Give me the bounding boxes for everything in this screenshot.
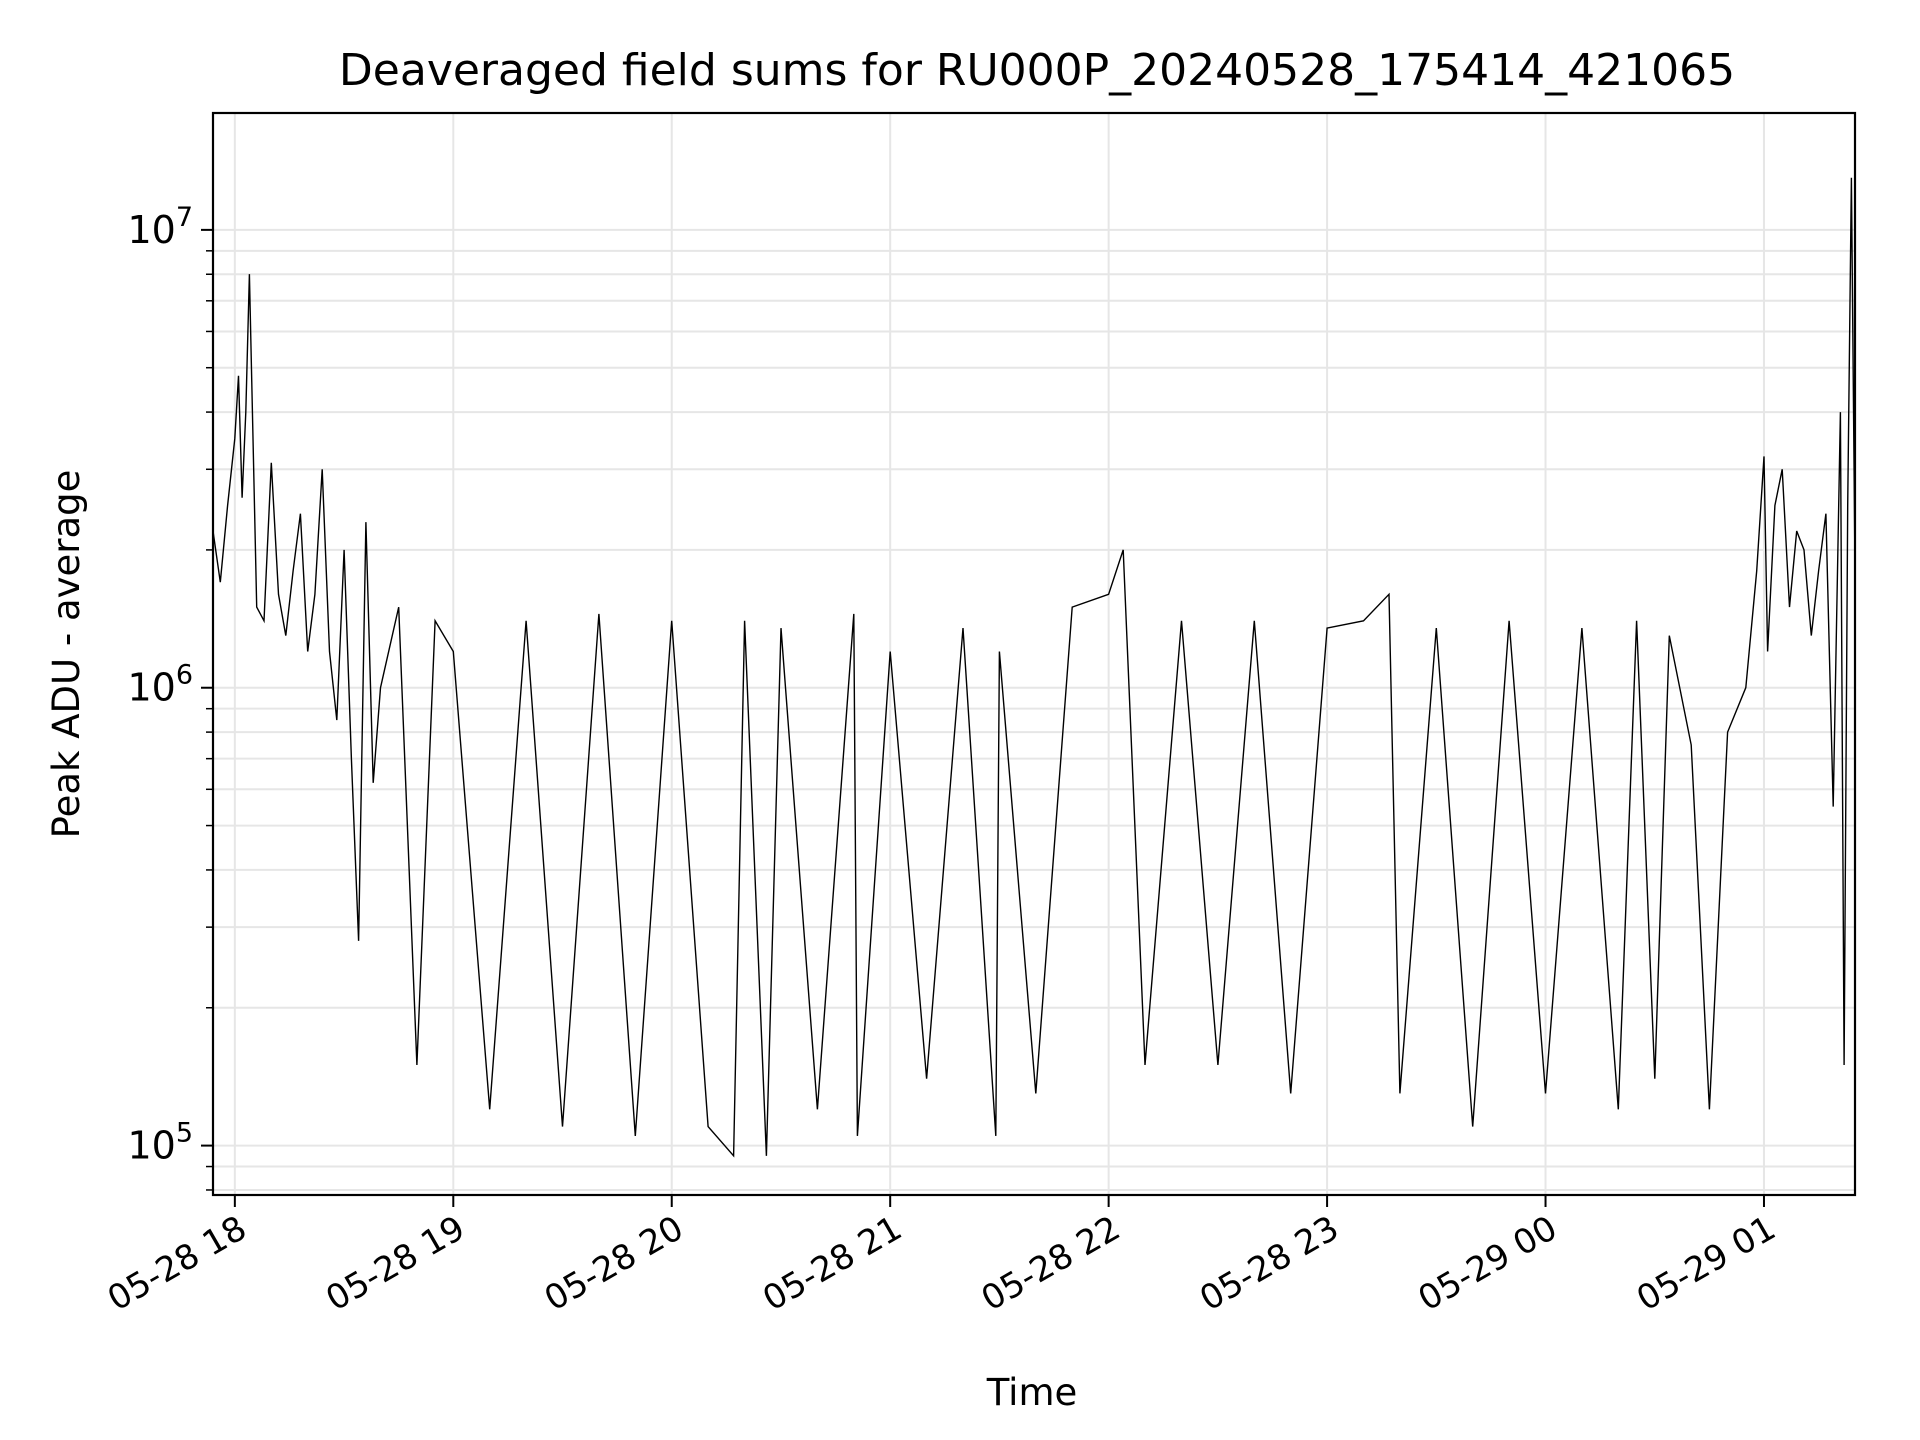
data-layer <box>212 177 1856 1158</box>
y-tick-label: 105 <box>127 1118 193 1168</box>
x-tick-label: 05-29 01 <box>1630 1208 1782 1319</box>
y-tick-base: 10 <box>127 666 175 710</box>
chart-title: Deaveraged field sums for RU000P_2024052… <box>339 45 1735 96</box>
x-tick-label: 05-28 20 <box>538 1208 690 1319</box>
y-tick-exponent: 7 <box>176 202 193 233</box>
x-axis-label: Time <box>986 1371 1078 1414</box>
y-tick-exponent: 6 <box>176 660 193 691</box>
x-tick-label: 05-28 22 <box>975 1208 1127 1319</box>
y-tick-exponent: 5 <box>176 1118 193 1149</box>
x-tick-label: 05-29 00 <box>1412 1208 1564 1319</box>
x-tick-label: 05-28 23 <box>1193 1208 1345 1319</box>
y-tick-label: 107 <box>127 202 193 252</box>
y-axis-label: Peak ADU - average <box>45 470 88 839</box>
x-tick-label: 05-28 21 <box>756 1208 908 1319</box>
series-line-0 <box>212 177 1856 1158</box>
y-tick-label: 106 <box>127 660 193 710</box>
x-tick-label: 05-28 18 <box>101 1208 253 1319</box>
x-tick-label: 05-28 19 <box>319 1208 471 1319</box>
y-tick-base: 10 <box>127 208 175 252</box>
y-tick-base: 10 <box>127 1124 175 1168</box>
grid <box>213 113 1855 1195</box>
x-axis-ticks: 05-28 18 05-28 19 05-28 20 05-28 21 05-28 22… <box>101 1195 1782 1319</box>
plot-frame <box>211 111 1857 1197</box>
